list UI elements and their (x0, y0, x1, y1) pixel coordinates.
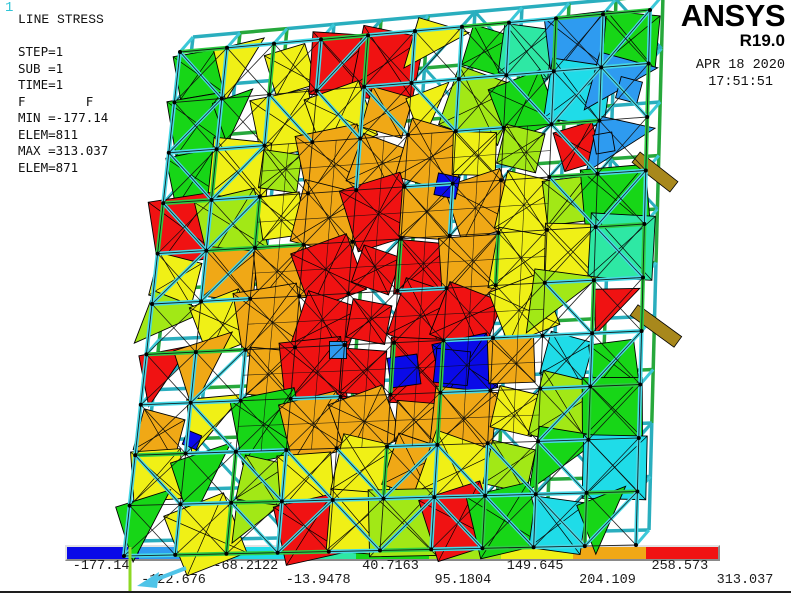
stress-plate (257, 149, 303, 194)
legend-value: 258.573 (651, 559, 709, 574)
legend-value: 313.037 (716, 573, 774, 588)
legend-value: 40.7163 (362, 559, 419, 574)
triad-arrow-head (137, 572, 159, 588)
legend-color-segment (573, 547, 646, 559)
outlier-plate (592, 131, 616, 155)
stress-plate (486, 335, 536, 385)
legend-value: -68.2122 (213, 559, 279, 574)
legend-color-segment (645, 547, 718, 559)
legend-value: -177.14 (72, 559, 130, 574)
stress-plate (451, 130, 497, 177)
legend-value: 204.109 (579, 573, 636, 588)
legend-value: -13.9478 (285, 573, 351, 588)
legend-value: 149.645 (506, 559, 564, 574)
stub-beam (631, 151, 679, 193)
legend-color-segment (67, 547, 140, 559)
stress-plate (594, 287, 641, 336)
coordinate-triad (128, 547, 187, 592)
stress-contour-plates (115, 10, 683, 577)
window-bottom-border (0, 591, 791, 593)
stress-plate (585, 115, 657, 174)
legend-value: 95.1804 (434, 573, 492, 588)
stress-plate (338, 347, 388, 397)
stress-plate (528, 495, 588, 556)
stress-plate (489, 385, 542, 438)
node-markers (122, 8, 652, 558)
stress-plate (345, 297, 393, 346)
stress-plate (495, 123, 546, 174)
element-wireframe (123, 9, 651, 557)
